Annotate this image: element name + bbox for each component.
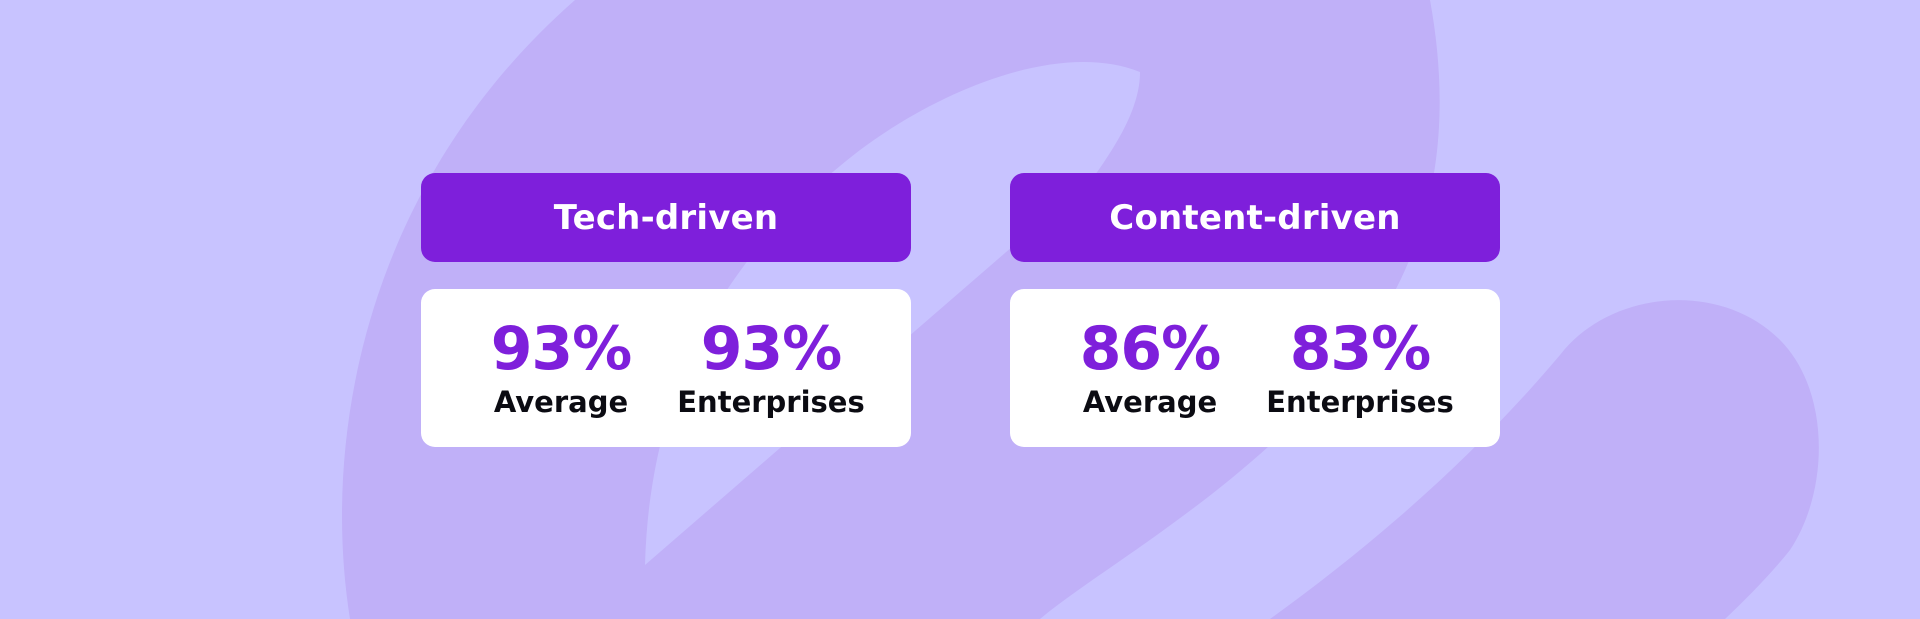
stat-value: 93% <box>490 314 633 384</box>
content-driven-panel: Content-driven 86% Average 83% Enterpris… <box>1010 173 1500 447</box>
content-driven-stats-card: 86% Average 83% Enterprises <box>1010 289 1500 447</box>
content-driven-average-stat: 86% Average <box>1045 317 1255 419</box>
background-right-arm-shape <box>1270 300 1819 619</box>
content-driven-enterprises-stat: 83% Enterprises <box>1255 317 1465 419</box>
stat-value: 86% <box>1079 314 1222 384</box>
stat-label: Average <box>1082 385 1218 419</box>
tech-driven-enterprises-stat: 93% Enterprises <box>666 317 876 419</box>
tech-driven-stats-card: 93% Average 93% Enterprises <box>421 289 911 447</box>
tech-driven-panel: Tech-driven 93% Average 93% Enterprises <box>421 173 911 447</box>
stat-value: 83% <box>1289 314 1432 384</box>
content-driven-header: Content-driven <box>1010 173 1500 262</box>
stat-label: Enterprises <box>677 385 865 419</box>
stat-label: Enterprises <box>1266 385 1454 419</box>
stat-value: 93% <box>700 314 843 384</box>
tech-driven-average-stat: 93% Average <box>456 317 666 419</box>
stat-label: Average <box>493 385 629 419</box>
tech-driven-header: Tech-driven <box>421 173 911 262</box>
